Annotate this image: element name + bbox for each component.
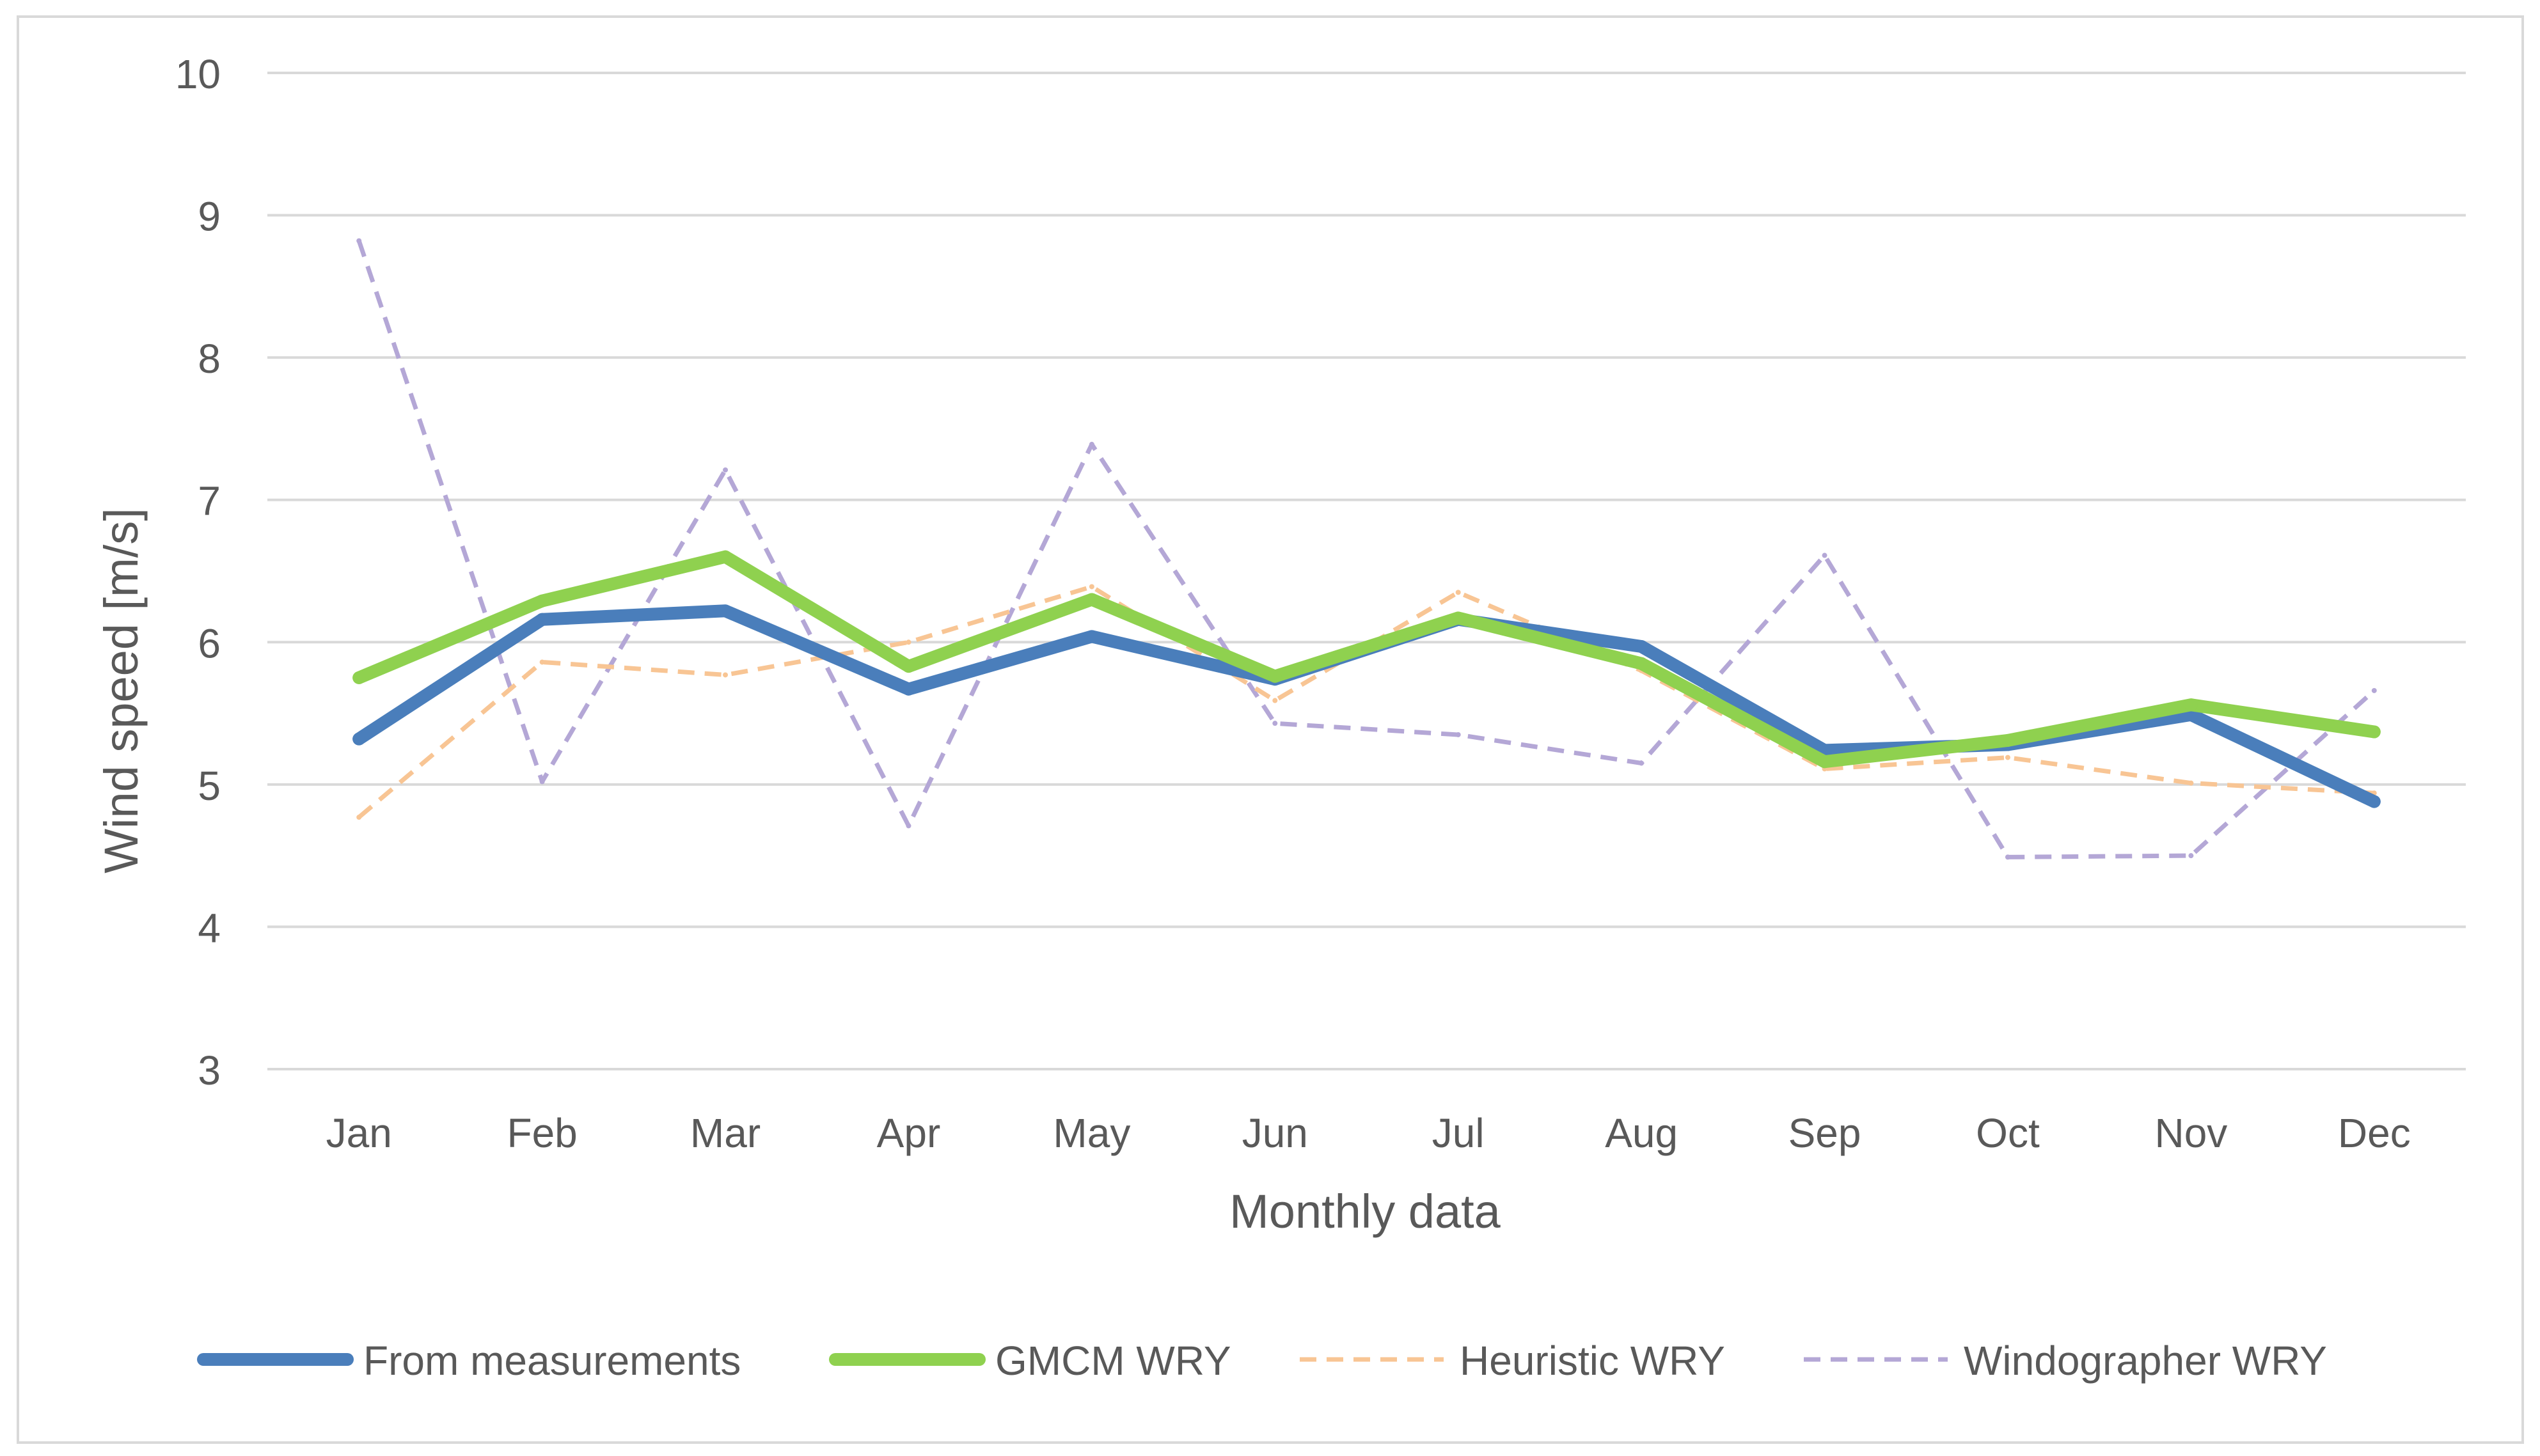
data-point-windographer-wry-jul [1455, 732, 1461, 737]
data-point-gmcm-wry-mar [719, 550, 732, 563]
x-axis-title: Monthly data [1229, 1185, 1501, 1238]
y-tick-label: 3 [198, 1047, 221, 1093]
data-point-from-measurements-may [1085, 630, 1098, 643]
data-point-gmcm-wry-feb [535, 594, 549, 607]
data-point-gmcm-wry-nov [2184, 698, 2198, 712]
legend-label-from-measurements: From measurements [363, 1338, 741, 1384]
data-point-heuristic-wry-apr [906, 639, 911, 645]
data-point-gmcm-wry-may [1085, 593, 1098, 606]
data-point-windographer-wry-may [1089, 441, 1094, 447]
y-tick-label: 5 [198, 763, 221, 809]
x-axis-ticks: Jan Feb Mar Apr May Jun Jul Aug Sep Oct Nov Dec [326, 1110, 2411, 1156]
data-point-from-measurements-apr [902, 682, 915, 696]
y-axis-ticks: 3 4 5 6 7 8 9 10 [175, 51, 221, 1093]
x-tick-label-oct: Oct [1976, 1110, 2040, 1156]
gridlines [267, 72, 2466, 1070]
data-point-heuristic-wry-jan [356, 815, 362, 820]
data-point-windographer-wry-dec [2371, 687, 2377, 693]
y-tick-label: 4 [198, 905, 221, 951]
chart-border [17, 15, 2524, 1444]
data-point-windographer-wry-jun [1272, 721, 1278, 726]
data-point-gmcm-wry-apr [902, 660, 915, 673]
y-axis-title: Wind speed [m/s] [95, 508, 148, 873]
data-point-gmcm-wry-aug [1635, 657, 1648, 670]
data-point-windographer-wry-apr [906, 823, 911, 829]
data-point-heuristic-wry-feb [539, 659, 545, 665]
data-point-windographer-wry-mar [723, 467, 729, 473]
legend-label-windographer-wry: Windographer WRY [1964, 1338, 2327, 1384]
data-point-from-measurements-jan [352, 732, 366, 746]
data-point-windographer-wry-aug [1639, 760, 1645, 766]
y-tick-label: 8 [198, 336, 221, 382]
series-lines [352, 238, 2381, 860]
y-tick-label: 7 [198, 478, 221, 524]
legend: From measurements GMCM WRY Heuristic WRY Wi… [197, 1338, 2327, 1384]
series-line-windographer-wry [356, 240, 2376, 859]
data-point-heuristic-wry-jul [1455, 590, 1461, 595]
legend-label-heuristic-wry: Heuristic WRY [1460, 1338, 1725, 1384]
x-tick-label-jul: Jul [1432, 1110, 1485, 1156]
data-point-heuristic-wry-mar [723, 672, 729, 678]
x-tick-label-mar: Mar [690, 1110, 761, 1156]
y-tick-label: 9 [198, 194, 221, 240]
data-point-windographer-wry-jan [356, 238, 362, 244]
data-point-from-measurements-aug [1635, 639, 1648, 653]
data-point-from-measurements-feb [535, 613, 549, 626]
x-tick-label-feb: Feb [507, 1110, 577, 1156]
legend-label-gmcm-wry: GMCM WRY [995, 1338, 1231, 1384]
x-tick-label-jan: Jan [326, 1110, 392, 1156]
data-point-gmcm-wry-jan [352, 671, 366, 684]
x-tick-label-apr: Apr [877, 1110, 941, 1156]
x-tick-label-sep: Sep [1788, 1110, 1861, 1156]
data-point-windographer-wry-feb [539, 779, 545, 785]
data-point-windographer-wry-sep [1822, 552, 1827, 558]
x-tick-label-jun: Jun [1242, 1110, 1308, 1156]
data-point-heuristic-wry-nov [2188, 780, 2194, 786]
x-tick-label-may: May [1053, 1110, 1130, 1156]
data-point-heuristic-wry-may [1089, 584, 1094, 590]
data-point-gmcm-wry-sep [1818, 755, 1831, 769]
data-point-gmcm-wry-oct [2001, 733, 2014, 747]
data-point-gmcm-wry-jul [1451, 611, 1465, 625]
y-tick-label: 6 [198, 620, 221, 666]
data-point-windographer-wry-oct [2005, 854, 2010, 860]
data-point-gmcm-wry-jun [1268, 669, 1282, 683]
data-point-heuristic-wry-jun [1272, 698, 1278, 703]
data-point-heuristic-wry-oct [2005, 755, 2010, 760]
series-line-gmcm-wry [352, 550, 2381, 769]
y-tick-label: 10 [175, 51, 221, 97]
x-tick-label-aug: Aug [1605, 1110, 1678, 1156]
data-point-from-measurements-dec [2367, 795, 2381, 808]
data-point-windographer-wry-nov [2188, 853, 2194, 859]
data-point-gmcm-wry-dec [2367, 725, 2381, 739]
x-tick-label-nov: Nov [2154, 1110, 2227, 1156]
data-point-from-measurements-mar [719, 604, 732, 618]
x-tick-label-dec: Dec [2338, 1110, 2411, 1156]
